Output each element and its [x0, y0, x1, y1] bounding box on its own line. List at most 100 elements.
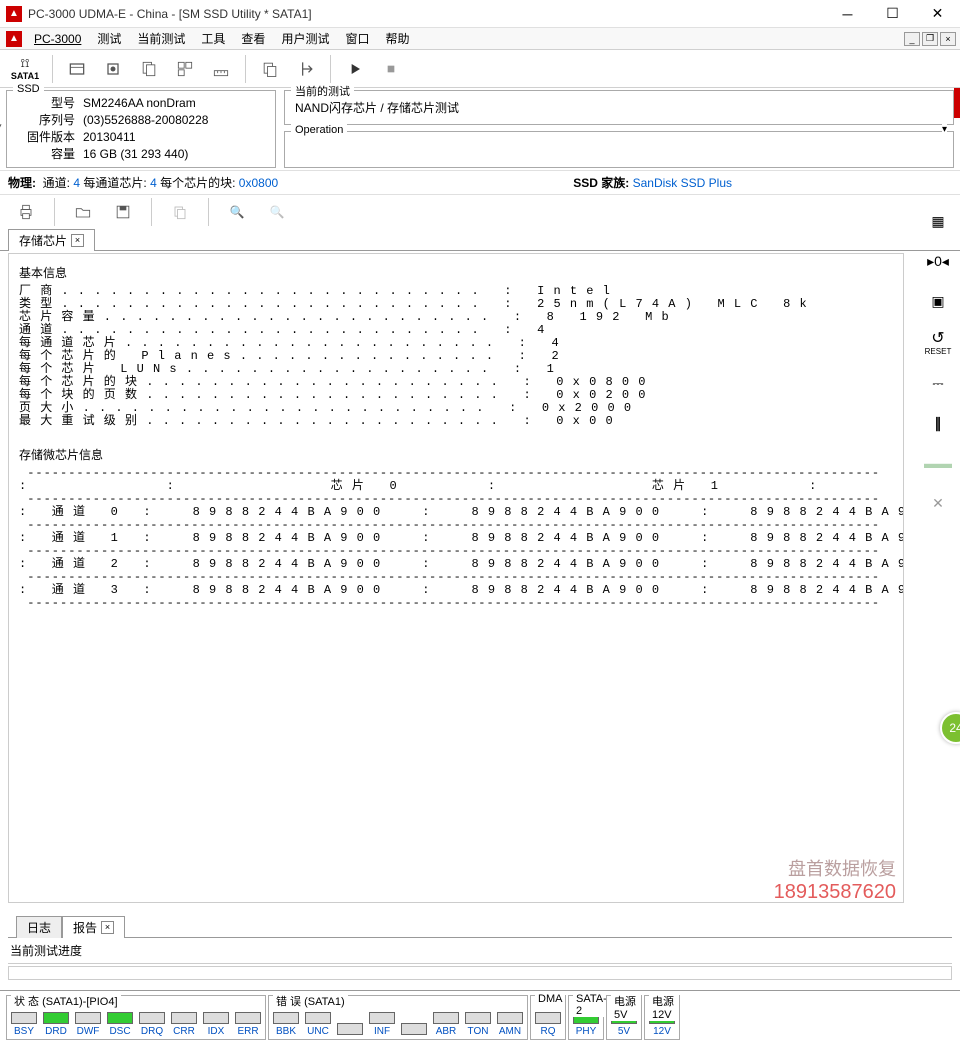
progress-label: 当前测试进度 [8, 938, 952, 964]
storage-chip-heading: 存储微芯片信息 [19, 446, 893, 463]
led-drd: DRD [43, 1012, 69, 1037]
progress-bar [8, 966, 952, 980]
tool-docs-icon[interactable] [133, 53, 165, 85]
tool-ruler-icon[interactable] [205, 53, 237, 85]
watermark: 盘首数据恢复 18913587620 [774, 855, 896, 904]
minimize-button[interactable]: ─ [825, 0, 870, 28]
maximize-button[interactable]: ☐ [870, 0, 915, 28]
mdi-restore[interactable]: ❐ [922, 32, 938, 46]
channels-value: 4 [73, 176, 80, 190]
tab-report[interactable]: 报告 × [62, 916, 125, 938]
rt-circuit-icon[interactable]: ⎓ [923, 370, 953, 396]
print-icon[interactable] [10, 196, 42, 228]
blocks-value: 0x0800 [239, 176, 278, 190]
basic-info-block: 厂 商 . . . . . . . . . . . . . . . . . . … [19, 285, 893, 428]
tool-chip-icon[interactable] [97, 53, 129, 85]
rt-pause-icon[interactable]: ∥ [923, 410, 953, 436]
tab-storage-chip[interactable]: 存储芯片 × [8, 229, 95, 251]
menu-view[interactable]: 查看 [233, 28, 273, 49]
menu-user-test[interactable]: 用户测试 [273, 28, 337, 49]
led-bsy: BSY [11, 1012, 37, 1037]
operation-label: Operation [291, 124, 347, 136]
watermark-phone: 18913587620 [774, 881, 896, 904]
bottom-panel: 日志 报告 × 当前测试进度 [8, 916, 952, 980]
ssd-info-panel: ▾ SSD 型号SM2246AA nonDram 序列号(03)5526888-… [6, 90, 276, 168]
led-abr: ABR [433, 1012, 459, 1037]
status-bar: 状 态 (SATA1)-[PIO4] BSYDRDDWFDSCDRQCRRIDX… [0, 990, 960, 1044]
tab-log[interactable]: 日志 [16, 916, 62, 938]
psu5-group-label: 电源 5V [611, 993, 641, 1021]
psu12-group-label: 电源 12V [649, 993, 679, 1021]
tool-exit-icon[interactable] [290, 53, 322, 85]
notification-badge[interactable]: 24 [940, 712, 960, 744]
tool-card-icon[interactable] [61, 53, 93, 85]
led-drq: DRQ [139, 1012, 165, 1037]
copy-icon[interactable] [164, 196, 196, 228]
tab-close-icon[interactable]: × [71, 234, 84, 247]
led-crr: CRR [171, 1012, 197, 1037]
status-error-group: 错 误 (SATA1) BBKUNCINFABRTONAMN [268, 995, 528, 1040]
model-label: 型号 [15, 95, 75, 112]
led-dwf: DWF [75, 1012, 101, 1037]
storage-chip-table: ----------------------------------------… [19, 467, 893, 610]
basic-info-heading: 基本信息 [19, 264, 893, 281]
led-blank [401, 1023, 427, 1037]
led-idx: IDX [203, 1012, 229, 1037]
physical-label: 物理: [8, 174, 36, 191]
accent-stripe [954, 88, 960, 118]
menu-test[interactable]: 测试 [89, 28, 129, 49]
operation-dropdown-icon[interactable]: ▾ [942, 124, 947, 135]
physical-info-bar: 物理: 通道: 4 每通道芯片: 4 每个芯片的块: 0x0800 SSD 家族… [0, 170, 960, 195]
search-next-icon[interactable]: 🔍 [261, 196, 293, 228]
rt-power-icon[interactable]: ▸0◂ [923, 248, 953, 274]
status-dma-group: DMA RQ [530, 995, 566, 1040]
sata2-group-label: SATA-2 [573, 993, 610, 1017]
fw-label: 固件版本 [15, 129, 75, 146]
rt-module-icon[interactable]: ▬▬ [923, 450, 953, 476]
open-icon[interactable] [67, 196, 99, 228]
tool-stop-icon[interactable] [375, 53, 407, 85]
operation-panel: Operation ▾ [284, 131, 954, 168]
dropdown-icon[interactable]: ▾ [0, 121, 2, 132]
menu-help[interactable]: 帮助 [377, 28, 417, 49]
save-icon[interactable] [107, 196, 139, 228]
close-button[interactable]: ✕ [915, 0, 960, 28]
rt-tools-icon[interactable]: ✕ [923, 490, 953, 516]
channels-label: 通道: [43, 174, 70, 191]
window-title: PC-3000 UDMA-E - China - [SM SSD Utility… [28, 7, 825, 21]
tab-report-close-icon[interactable]: × [101, 921, 114, 934]
mdi-controls: _ ❐ × [904, 32, 960, 46]
family-value: SanDisk SSD Plus [633, 176, 732, 190]
led-err: ERR [235, 1012, 261, 1037]
led-amn: AMN [497, 1012, 523, 1037]
menu-pc3000[interactable]: PC-3000 [26, 30, 89, 48]
led-bbk: BBK [273, 1012, 299, 1037]
status-psu5-group: 电源 5V 5V [606, 995, 642, 1040]
tool-blocks-icon[interactable] [169, 53, 201, 85]
rt-chip-icon[interactable]: ▦ [923, 208, 953, 234]
menu-tools[interactable]: 工具 [193, 28, 233, 49]
menu-current-test[interactable]: 当前测试 [129, 28, 193, 49]
mdi-close[interactable]: × [940, 32, 956, 46]
rt-board-icon[interactable]: ▣ [923, 288, 953, 314]
tool-play-icon[interactable] [339, 53, 371, 85]
current-test-panel: 当前的测试 NAND闪存芯片 / 存储芯片测试 [284, 90, 954, 125]
fw-value: 20130411 [83, 129, 136, 146]
tool-copy-icon[interactable] [254, 53, 286, 85]
dma-group-label: DMA [535, 993, 565, 1005]
led-blank [337, 1023, 363, 1037]
search-icon[interactable]: 🔍 [221, 196, 253, 228]
menu-window[interactable]: 窗口 [337, 28, 377, 49]
capacity-label: 容量 [15, 146, 75, 163]
status-psu12-group: 电源 12V 12V [644, 995, 680, 1040]
port-indicator[interactable]: ⟟⟟ SATA1 [6, 56, 44, 81]
rt-reset-button[interactable]: ↺ RESET [925, 328, 952, 356]
secondary-toolbar: 🔍 🔍 [0, 195, 960, 229]
serial-value: (03)5526888-20080228 [83, 112, 208, 129]
window-controls: ─ ☐ ✕ [825, 0, 960, 28]
mdi-minimize[interactable]: _ [904, 32, 920, 46]
led-dsc: DSC [107, 1012, 133, 1037]
blocks-label: 每个芯片的块: [160, 174, 235, 191]
error-group-label: 错 误 (SATA1) [273, 993, 348, 1009]
app-icon: ▲ [6, 6, 22, 22]
